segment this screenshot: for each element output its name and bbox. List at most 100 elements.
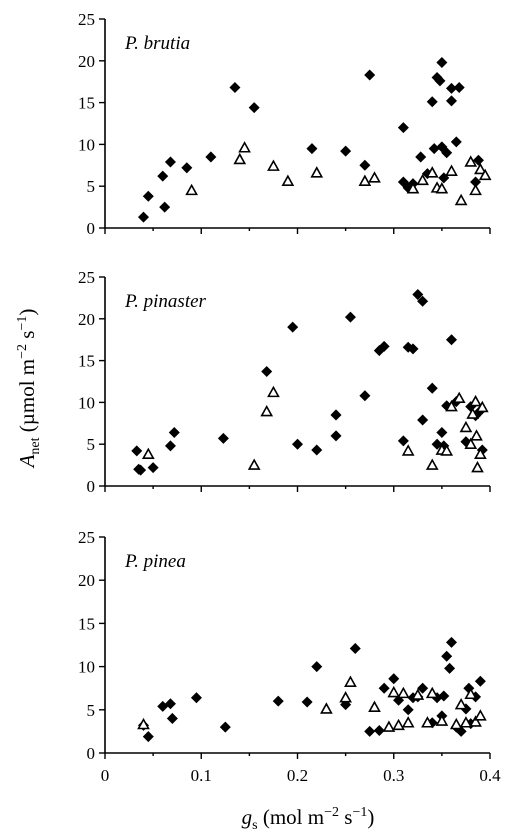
data-point-triangle xyxy=(474,162,487,175)
y-axis-title-sup2: −1 xyxy=(15,316,30,331)
y-tick-label: 5 xyxy=(87,435,96,454)
data-point-triangle xyxy=(387,685,401,698)
y-tick-label: 10 xyxy=(78,393,95,412)
data-point-diamond xyxy=(445,334,458,346)
data-point-triangle xyxy=(454,193,468,206)
data-point-triangle xyxy=(397,686,410,699)
data-point-diamond xyxy=(330,430,342,442)
data-point-triangle xyxy=(440,444,454,456)
data-point-triangle xyxy=(464,155,478,167)
data-point-triangle xyxy=(425,686,439,699)
y-axis-title-sup1: −2 xyxy=(15,344,30,359)
data-point-diamond xyxy=(402,704,414,716)
data-point-triangle xyxy=(358,174,372,186)
data-point-diamond xyxy=(272,695,284,707)
data-point-triangle xyxy=(445,164,458,176)
series-open-triangle xyxy=(141,385,489,473)
data-point-diamond xyxy=(428,143,440,155)
data-point-triangle xyxy=(469,394,482,407)
data-point-triangle xyxy=(435,714,449,726)
y-tick-label: 10 xyxy=(78,135,95,154)
data-point-diamond xyxy=(445,95,458,107)
panel-label: P. pinea xyxy=(124,551,186,572)
x-axis-title-sup1: −2 xyxy=(324,805,339,820)
data-point-diamond xyxy=(131,445,143,457)
x-axis-title-close: ) xyxy=(367,805,374,829)
y-tick-label: 25 xyxy=(78,10,95,29)
data-point-diamond xyxy=(397,176,409,188)
data-point-triangle xyxy=(454,697,468,710)
data-point-triangle xyxy=(320,702,333,714)
y-axis-title-rest: (µmol m xyxy=(15,359,39,438)
data-point-diamond xyxy=(397,122,409,134)
panels-group: 0 5 10 15 20 25 P. brutia 0 5 10 15 20 25 P. pinaster… xyxy=(78,10,501,785)
data-point-triangle xyxy=(474,447,487,460)
y-tick-label: 5 xyxy=(87,177,96,196)
data-point-diamond xyxy=(168,426,180,439)
data-point-triangle xyxy=(401,716,415,728)
y-tick-label: 15 xyxy=(78,614,95,633)
data-point-triangle xyxy=(421,716,434,728)
data-point-triangle xyxy=(406,182,420,194)
y-tick-label: 20 xyxy=(78,52,95,71)
data-point-triangle xyxy=(435,182,449,194)
data-point-diamond xyxy=(142,190,154,202)
data-point-diamond xyxy=(436,426,448,439)
data-point-triangle xyxy=(368,700,381,713)
data-point-diamond xyxy=(364,725,376,737)
data-point-diamond xyxy=(444,662,456,674)
data-point-diamond xyxy=(472,154,484,166)
data-point-triangle xyxy=(382,720,396,732)
data-point-diamond xyxy=(397,435,409,447)
data-point-triangle xyxy=(267,159,280,171)
panel-3: 0 5 10 15 20 25 0 0.1 0.2 0.3 0.4 P. pinea xyxy=(78,528,501,785)
data-point-triangle xyxy=(452,391,466,404)
data-point-diamond xyxy=(164,440,176,452)
data-point-triangle xyxy=(464,687,478,700)
x-tick-label: 0 xyxy=(101,766,110,785)
data-point-diamond xyxy=(445,636,458,648)
data-point-diamond xyxy=(330,409,342,421)
data-point-diamond xyxy=(417,682,429,694)
data-point-diamond xyxy=(426,96,438,108)
data-point-diamond xyxy=(436,141,448,153)
data-point-diamond xyxy=(157,170,169,182)
y-tick-label: 15 xyxy=(78,352,95,371)
data-point-diamond xyxy=(291,438,304,450)
data-point-diamond xyxy=(436,56,448,68)
data-point-diamond xyxy=(349,642,361,654)
data-point-diamond xyxy=(340,145,352,157)
y-tick-label: 10 xyxy=(78,658,95,677)
x-axis-title-mid: s xyxy=(339,805,352,829)
series-filled-diamond xyxy=(137,56,484,223)
data-point-diamond xyxy=(287,321,299,333)
y-tick-label: 0 xyxy=(87,744,96,763)
data-point-diamond xyxy=(344,311,356,323)
data-point-triangle xyxy=(344,675,357,687)
data-point-diamond xyxy=(135,464,147,476)
y-tick-label: 0 xyxy=(87,219,96,238)
data-point-diamond xyxy=(190,692,202,704)
y-axis-title: Anet (µmol m−2 s−1) xyxy=(15,309,43,470)
data-point-diamond xyxy=(417,295,429,307)
data-point-diamond xyxy=(417,414,429,426)
data-point-triangle xyxy=(401,444,415,456)
data-point-diamond xyxy=(219,721,231,733)
data-point-diamond xyxy=(164,156,176,168)
data-point-triangle xyxy=(339,691,352,703)
data-point-diamond xyxy=(438,172,450,184)
series-open-triangle xyxy=(137,675,487,732)
data-point-triangle xyxy=(466,407,480,419)
data-point-diamond xyxy=(359,159,371,171)
data-point-triangle xyxy=(474,709,487,721)
panel-2: 0 5 10 15 20 25 P. pinaster xyxy=(78,268,491,496)
data-point-diamond xyxy=(229,82,241,94)
data-point-triangle xyxy=(260,404,274,417)
data-point-diamond xyxy=(388,673,400,685)
data-point-triangle xyxy=(464,437,478,450)
y-axis-title-close: ) xyxy=(15,309,39,316)
data-point-triangle xyxy=(141,447,155,460)
y-tick-label: 25 xyxy=(78,268,95,287)
data-point-diamond xyxy=(159,201,171,213)
x-tick-label: 0.1 xyxy=(191,766,212,785)
